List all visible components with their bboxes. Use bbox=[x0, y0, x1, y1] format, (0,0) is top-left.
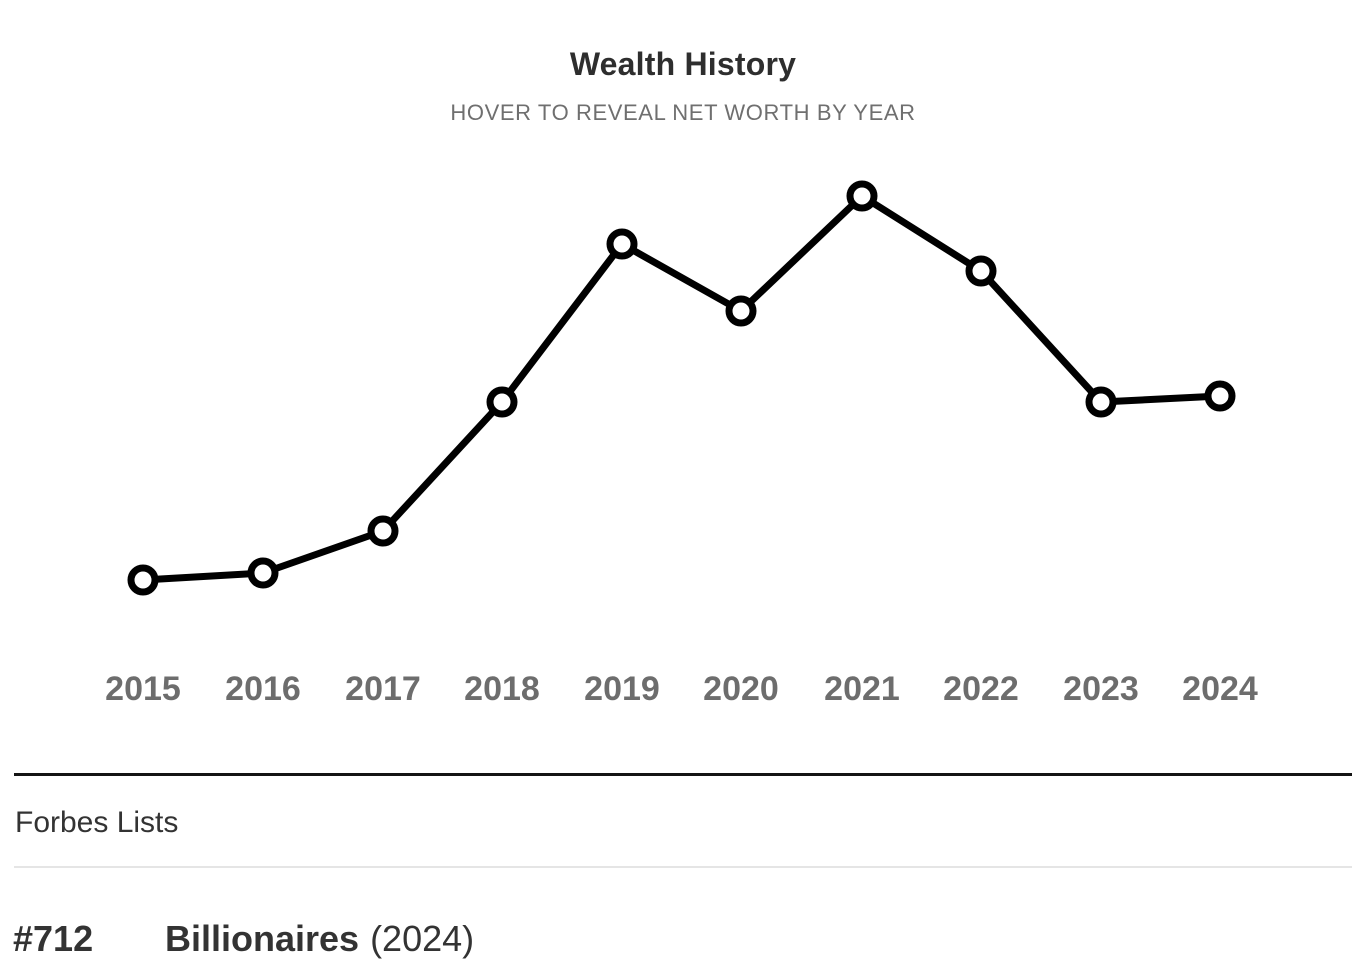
wealth-line bbox=[139, 192, 1224, 584]
list-rank: #712 bbox=[13, 918, 94, 959]
x-axis-label-2018: 2018 bbox=[464, 670, 540, 708]
x-axis-label-2019: 2019 bbox=[584, 670, 660, 708]
x-axis-label-2015: 2015 bbox=[105, 670, 181, 708]
x-axis-label-2020: 2020 bbox=[703, 670, 779, 708]
section-divider bbox=[14, 773, 1352, 776]
x-axis-label-2017: 2017 bbox=[345, 670, 421, 708]
list-year: (2024) bbox=[370, 918, 475, 959]
chart-subtitle: HOVER TO REVEAL NET WORTH BY YEAR bbox=[450, 100, 916, 125]
data-point-2017[interactable] bbox=[367, 515, 399, 547]
chart-title: Wealth History bbox=[569, 46, 797, 82]
data-point-2015[interactable] bbox=[127, 564, 159, 596]
data-point-2020[interactable] bbox=[725, 295, 757, 327]
data-point-2016[interactable] bbox=[247, 557, 279, 589]
data-point-2019[interactable] bbox=[606, 228, 638, 260]
data-point-2021[interactable] bbox=[846, 180, 878, 212]
wealth-history-line-chart[interactable]: 2015 2016 2017 2018 2019 2020 2021 2022 2023 2024 bbox=[0, 0, 1366, 760]
x-axis-label-2024: 2024 bbox=[1182, 670, 1258, 708]
forbes-lists-heading: Forbes Lists bbox=[15, 806, 179, 839]
x-axis-label-2021: 2021 bbox=[824, 670, 900, 708]
list-name-link[interactable]: Billionaires bbox=[165, 918, 360, 959]
x-axis-label-2016: 2016 bbox=[225, 670, 301, 708]
forbes-list-row[interactable]: #712 Billionaires (2024) bbox=[13, 918, 474, 960]
x-axis-label-2022: 2022 bbox=[943, 670, 1019, 708]
x-axis-label-2023: 2023 bbox=[1063, 670, 1139, 708]
data-point-2018[interactable] bbox=[486, 386, 518, 418]
row-divider bbox=[14, 866, 1352, 868]
data-point-2023[interactable] bbox=[1085, 386, 1117, 418]
data-point-2024[interactable] bbox=[1204, 380, 1236, 412]
data-point-2022[interactable] bbox=[965, 255, 997, 287]
